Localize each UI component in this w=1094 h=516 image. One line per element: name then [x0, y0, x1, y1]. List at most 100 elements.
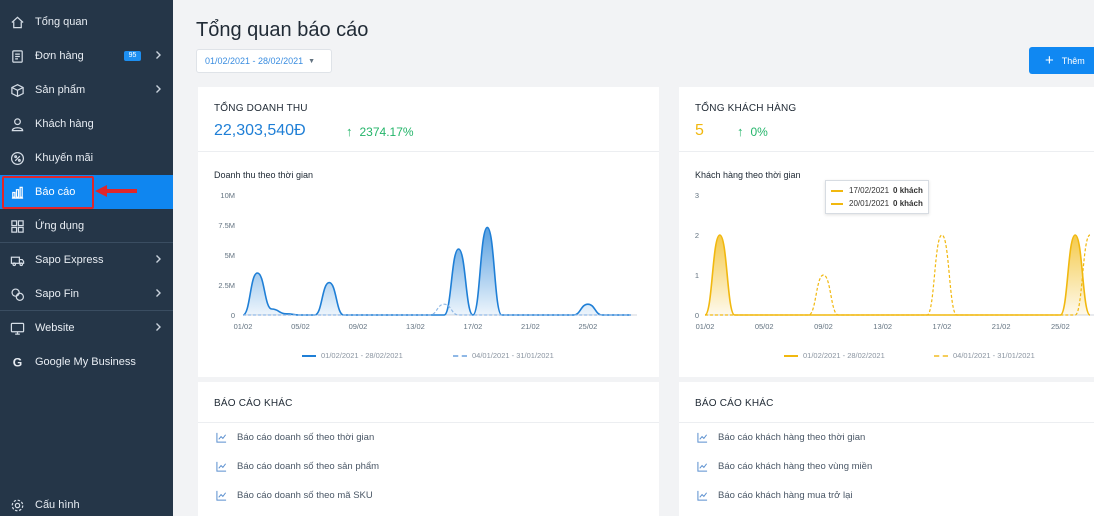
- sidebar-item-settings[interactable]: Cấu hình: [0, 488, 173, 516]
- legend-swatch: [831, 202, 843, 205]
- sidebar-item-products[interactable]: Sản phẩm: [0, 73, 173, 107]
- customers-total: 5: [695, 122, 704, 139]
- x-tick-label: 13/02: [873, 322, 892, 331]
- sidebar-item-promotions[interactable]: Khuyến mãi: [0, 141, 173, 175]
- y-tick-label: 1: [695, 271, 699, 280]
- series-area: [243, 227, 631, 315]
- y-tick-label: 2: [695, 231, 699, 240]
- series-line-current: [704, 234, 1091, 316]
- sidebar-divider: [0, 310, 173, 311]
- sidebar-item-label: Website: [35, 322, 75, 334]
- home-icon: [9, 14, 25, 30]
- line-chart-icon: [697, 461, 708, 472]
- sidebar-item-sapo-express[interactable]: Sapo Express: [0, 243, 173, 277]
- sidebar: Tổng quan Đơn hàng 95 Sản phẩm Khách hàn…: [0, 0, 173, 516]
- legend-swatch: [784, 354, 798, 357]
- x-tick-label: 21/02: [521, 322, 540, 331]
- report-link-customers-by-region[interactable]: Báo cáo khách hàng theo vùng miền: [697, 461, 872, 472]
- revenue-legend-previous: 04/01/2021 - 31/01/2021: [453, 351, 554, 360]
- other-sales-reports: BÁO CÁO KHÁC Báo cáo doanh số theo thời …: [198, 382, 659, 516]
- sidebar-item-orders[interactable]: Đơn hàng 95: [0, 39, 173, 73]
- sidebar-divider: [0, 242, 173, 243]
- sidebar-item-label: Cấu hình: [35, 499, 80, 511]
- google-icon: G: [9, 354, 25, 370]
- sidebar-item-apps[interactable]: Ứng dụng: [0, 209, 173, 243]
- customers-chart-title: Khách hàng theo thời gian: [695, 170, 801, 180]
- gear-icon: [9, 497, 25, 513]
- svg-text:G: G: [12, 355, 21, 369]
- legend-swatch: [831, 189, 843, 192]
- revenue-chart: 0 2.5M 5M 7.5M 10M 01/02 05/02 09/02 13/02 17/02 2…: [218, 191, 637, 331]
- report-link-label: Báo cáo khách hàng mua trở lại: [718, 490, 853, 501]
- tooltip-date: 17/02/2021: [849, 186, 890, 195]
- tooltip-value: 0 khách: [893, 186, 923, 195]
- line-chart-icon: [697, 432, 708, 443]
- revenue-growth: ↑ 2374.17%: [346, 124, 414, 139]
- order-count-badge: 95: [124, 51, 141, 61]
- order-icon: [9, 48, 25, 64]
- x-tick-label: 09/02: [814, 322, 833, 331]
- sidebar-item-label: Khuyến mãi: [35, 152, 94, 164]
- chevron-right-icon: [156, 289, 161, 297]
- sidebar-item-label: Sapo Fin: [35, 288, 80, 300]
- x-tick-label: 05/02: [291, 322, 310, 331]
- add-report-button[interactable]: + Thêm: [1029, 47, 1094, 74]
- tooltip-date: 20/01/2021: [849, 199, 890, 208]
- revenue-chart-title: Doanh thu theo thời gian: [214, 170, 313, 180]
- other-reports-title: BÁO CÁO KHÁC: [214, 398, 293, 409]
- report-link-sales-by-sku[interactable]: Báo cáo doanh số theo mã SKU: [216, 490, 373, 501]
- caret-down-icon: ▼: [308, 57, 316, 65]
- date-range-picker[interactable]: 01/02/2021 - 28/02/2021 ▼: [196, 49, 332, 73]
- series-line-previous: [705, 234, 1091, 316]
- sidebar-item-label: Tổng quan: [35, 16, 88, 28]
- legend-label: 01/02/2021 - 28/02/2021: [321, 351, 403, 360]
- page-title: Tổng quan báo cáo: [196, 19, 369, 41]
- revenue-growth-value: 2374.17%: [359, 124, 414, 139]
- revenue-total: 22,303,540Đ: [214, 122, 306, 139]
- pointer-arrow-icon: [95, 185, 137, 197]
- revenue-legend-current: 01/02/2021 - 28/02/2021: [302, 351, 403, 360]
- report-link-label: Báo cáo doanh số theo mã SKU: [237, 490, 373, 501]
- series-line-current: [242, 226, 631, 316]
- x-tick-label: 05/02: [755, 322, 774, 331]
- sidebar-item-google-my-business[interactable]: G Google My Business: [0, 345, 173, 379]
- sidebar-item-label: Khách hàng: [35, 118, 94, 130]
- x-tick-label: 21/02: [992, 322, 1011, 331]
- legend-swatch: [302, 354, 316, 357]
- sidebar-item-label: Đơn hàng: [35, 50, 84, 62]
- report-link-label: Báo cáo doanh số theo thời gian: [237, 432, 375, 443]
- truck-icon: [9, 252, 25, 268]
- other-reports-title: BÁO CÁO KHÁC: [695, 398, 774, 409]
- add-button-label: Thêm: [1061, 55, 1085, 66]
- card-divider: [679, 422, 1094, 423]
- report-link-sales-by-time[interactable]: Báo cáo doanh số theo thời gian: [216, 432, 374, 443]
- x-tick-label: 09/02: [349, 322, 368, 331]
- sidebar-item-reports[interactable]: Báo cáo: [0, 175, 173, 209]
- report-link-sales-by-product[interactable]: Báo cáo doanh số theo sản phẩm: [216, 461, 379, 472]
- sidebar-item-website[interactable]: Website: [0, 311, 173, 345]
- line-chart-icon: [697, 490, 708, 501]
- tooltip-value: 0 khách: [893, 199, 923, 208]
- report-link-label: Báo cáo doanh số theo sản phẩm: [237, 461, 380, 472]
- sidebar-item-customers[interactable]: Khách hàng: [0, 107, 173, 141]
- sidebar-item-overview[interactable]: Tổng quan: [0, 5, 173, 39]
- arrow-up-icon: ↑: [737, 124, 744, 139]
- customers-growth: ↑ 0%: [737, 124, 768, 139]
- revenue-card: TỔNG DOANH THU 22,303,540Đ ↑ 2374.17% Do…: [198, 87, 659, 377]
- report-link-returning-customers[interactable]: Báo cáo khách hàng mua trở lại: [697, 490, 853, 501]
- legend-swatch: [453, 354, 467, 357]
- monitor-icon: [9, 320, 25, 336]
- chevron-right-icon: [156, 85, 161, 93]
- x-tick-label: 17/02: [464, 322, 483, 331]
- series-line-previous: [243, 303, 631, 316]
- x-tick-label: 13/02: [406, 322, 425, 331]
- report-link-customers-by-time[interactable]: Báo cáo khách hàng theo thời gian: [697, 432, 865, 443]
- sidebar-item-sapo-fin[interactable]: Sapo Fin: [0, 277, 173, 311]
- x-tick-label: 25/02: [1051, 322, 1070, 331]
- plus-icon: +: [1045, 52, 1054, 69]
- sidebar-item-label: Báo cáo: [35, 186, 76, 198]
- y-tick-label: 3: [695, 191, 699, 200]
- revenue-card-title: TỔNG DOANH THU: [214, 103, 308, 114]
- percent-icon: [9, 150, 25, 166]
- legend-swatch: [934, 354, 948, 357]
